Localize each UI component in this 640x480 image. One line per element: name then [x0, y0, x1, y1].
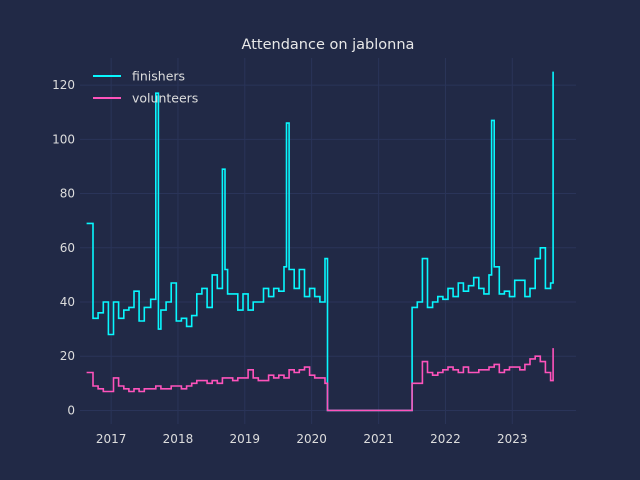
x-tick-label: 2019 — [230, 432, 261, 446]
y-tick-label: 0 — [67, 403, 75, 417]
gridlines — [80, 58, 576, 424]
legend: finishers volunteers — [93, 69, 198, 106]
chart-title: Attendance on jablonna — [242, 37, 415, 53]
x-tick-label: 2022 — [430, 432, 461, 446]
x-tick-label: 2018 — [163, 432, 194, 446]
x-tick-label: 2017 — [96, 432, 127, 446]
legend-label-finishers: finishers — [132, 69, 185, 84]
x-tick-label: 2023 — [497, 432, 528, 446]
series-line-finishers — [86, 71, 554, 412]
y-tick-label: 40 — [60, 295, 75, 309]
x-tick-label: 2021 — [363, 432, 394, 446]
legend-label-volunteers: volunteers — [132, 91, 198, 106]
series-layer — [86, 71, 554, 412]
y-tick-label: 100 — [52, 132, 75, 146]
y-tick-label: 80 — [60, 187, 75, 201]
y-tick-label: 20 — [60, 349, 75, 363]
y-tick-labels: 0 20 40 60 80 100 120 — [52, 78, 75, 417]
x-tick-labels: 2017 2018 2019 2020 2021 2022 2023 — [96, 432, 528, 446]
series-line-volunteers — [86, 348, 554, 412]
x-tick-label: 2020 — [296, 432, 327, 446]
y-tick-label: 120 — [52, 78, 75, 92]
y-tick-label: 60 — [60, 241, 75, 255]
